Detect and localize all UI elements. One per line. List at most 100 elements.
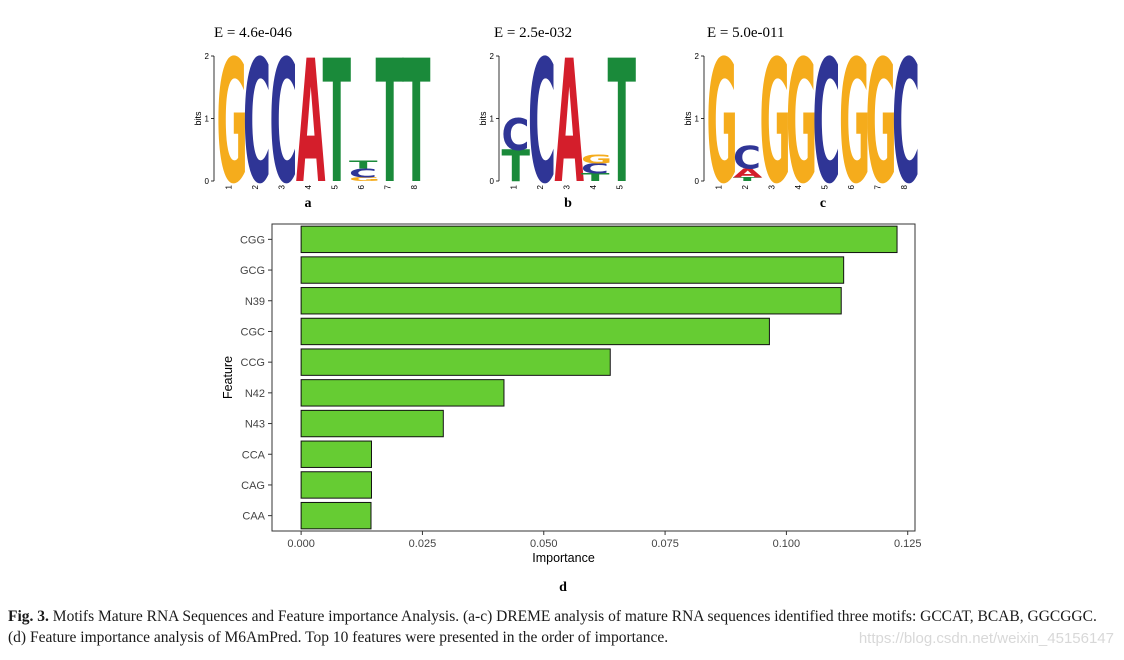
motif-letter-G: G [839,24,870,221]
y-tick-label: CGC [241,326,266,338]
motif-letter-G: G [786,24,817,221]
motif-letter-C: C [581,160,609,176]
bar-GCG [300,256,845,284]
motif-letter-T: T [402,26,431,222]
motif-letter-G: G [760,24,791,221]
motif-y-tick-label: 1 [695,115,700,124]
motif-position-label: 3 [767,184,776,189]
y-tick-label: CAA [242,511,265,523]
x-tick-label: 0.100 [773,538,801,550]
motif-y-axis-label: bits [478,111,488,126]
bar-CAG [300,471,372,499]
y-tick-label: CCA [242,449,266,461]
y-tick-label: N42 [245,388,265,400]
watermark-url: https://blog.csdn.net/weixin_45156147 [858,630,1114,647]
panel-label-b: b [564,196,572,211]
y-tick-label: CGG [240,234,265,246]
motif-position-label: 7 [873,184,882,189]
bar-CAA [300,501,372,530]
y-tick-label: GCG [240,265,265,277]
motif-letter-T: T [376,26,405,222]
bar-N42 [300,379,505,407]
motif-letter-T: T [581,172,610,184]
motif-y-tick-label: 1 [205,115,210,124]
x-tick-label: 0.075 [651,538,679,550]
caption-prefix: Fig. 3. [8,608,49,625]
motif-letter-G: G [349,176,380,182]
motif-y-tick-label: 2 [205,52,210,61]
motif-letter-G: G [866,24,897,221]
motif-y-tick-label: 0 [490,177,495,186]
motif-letter-T: T [608,26,637,222]
panel-label-c: c [820,196,826,211]
bar-CCG [300,348,611,376]
y-tick-label: CCG [241,357,265,369]
motif-position-label: 2 [251,184,260,189]
figure-caption: Fig. 3. Motifs Mature RNA Sequences and … [8,606,1116,648]
motif-position-label: 2 [741,184,750,189]
motif-letter-A: A [733,166,763,180]
feature-importance-chart: CGG GCG N39 CGC CCG N42 N43 CCA CAG CAA 0.000 0.025… [221,223,922,595]
y-axis-label: Feature [221,356,235,399]
motif-letter-C: C [243,24,271,221]
y-tick-label: N39 [245,296,265,308]
x-tick-label: 0.050 [530,538,558,550]
motif-letter-C: C [892,24,920,221]
x-tick-label: 0.025 [409,538,437,550]
motif-letter-G: G [217,24,248,221]
x-tick-label: 0.125 [894,538,922,550]
motif-position-label: 1 [224,184,233,189]
motif-y-axis-label: bits [683,111,693,126]
motif-position-label: 4 [794,184,803,189]
motif-y-tick-label: 2 [490,52,495,61]
motif-letter-C: C [733,141,761,177]
motif-position-label: 6 [357,184,366,189]
motif-letter-T: T [323,26,352,222]
motif-position-label: 4 [589,184,598,189]
motif-position-label: 1 [509,184,518,189]
motif-position-label: 7 [383,184,392,189]
motif-evalue: E = 5.0e-011 [707,25,784,41]
motif-letter-G: G [707,24,738,221]
panel-label-a: a [305,196,312,211]
motif-position-label: 4 [304,184,313,189]
y-tick-label: CAG [241,480,265,492]
motif-position-label: 8 [410,184,419,189]
panel-label-d: d [559,580,567,595]
motif-position-label: 3 [277,184,286,189]
bar-N43 [300,409,444,438]
y-tick-label: N43 [245,419,265,431]
motif-letter-T: T [502,141,531,192]
bar-CCA [300,440,372,468]
motif-position-label: 2 [536,184,545,189]
motif-position-label: 3 [562,184,571,189]
bar-N39 [300,287,842,315]
motif-letter-C: C [813,24,841,221]
motif-position-label: 5 [330,184,339,189]
motif-y-tick-label: 2 [695,52,700,61]
caption-text: Motifs Mature RNA Sequences and Feature … [8,608,1097,646]
bar-CGG [300,225,898,254]
motif-letter-C: C [349,166,377,180]
motif-evalue: E = 2.5e-032 [494,25,572,41]
plot-frame [271,223,916,532]
motif-letter-C: C [502,109,530,160]
x-tick-label: 0.000 [287,538,315,550]
motif-y-tick-label: 0 [695,177,700,186]
motif-position-label: 5 [820,184,829,189]
motif-letter-T: T [349,159,378,171]
x-axis-label: Importance [532,551,595,565]
motif-letter-A: A [555,24,584,221]
motif-y-tick-label: 0 [205,177,210,186]
motif-y-axis-label: bits [193,111,203,126]
bar-CGC [300,317,770,346]
motif-letter-T: T [733,176,762,182]
motif-position-label: 8 [900,184,909,189]
motif-position-label: 1 [714,184,723,189]
motif-letter-A: A [296,24,325,221]
motif-position-label: 5 [615,184,624,189]
